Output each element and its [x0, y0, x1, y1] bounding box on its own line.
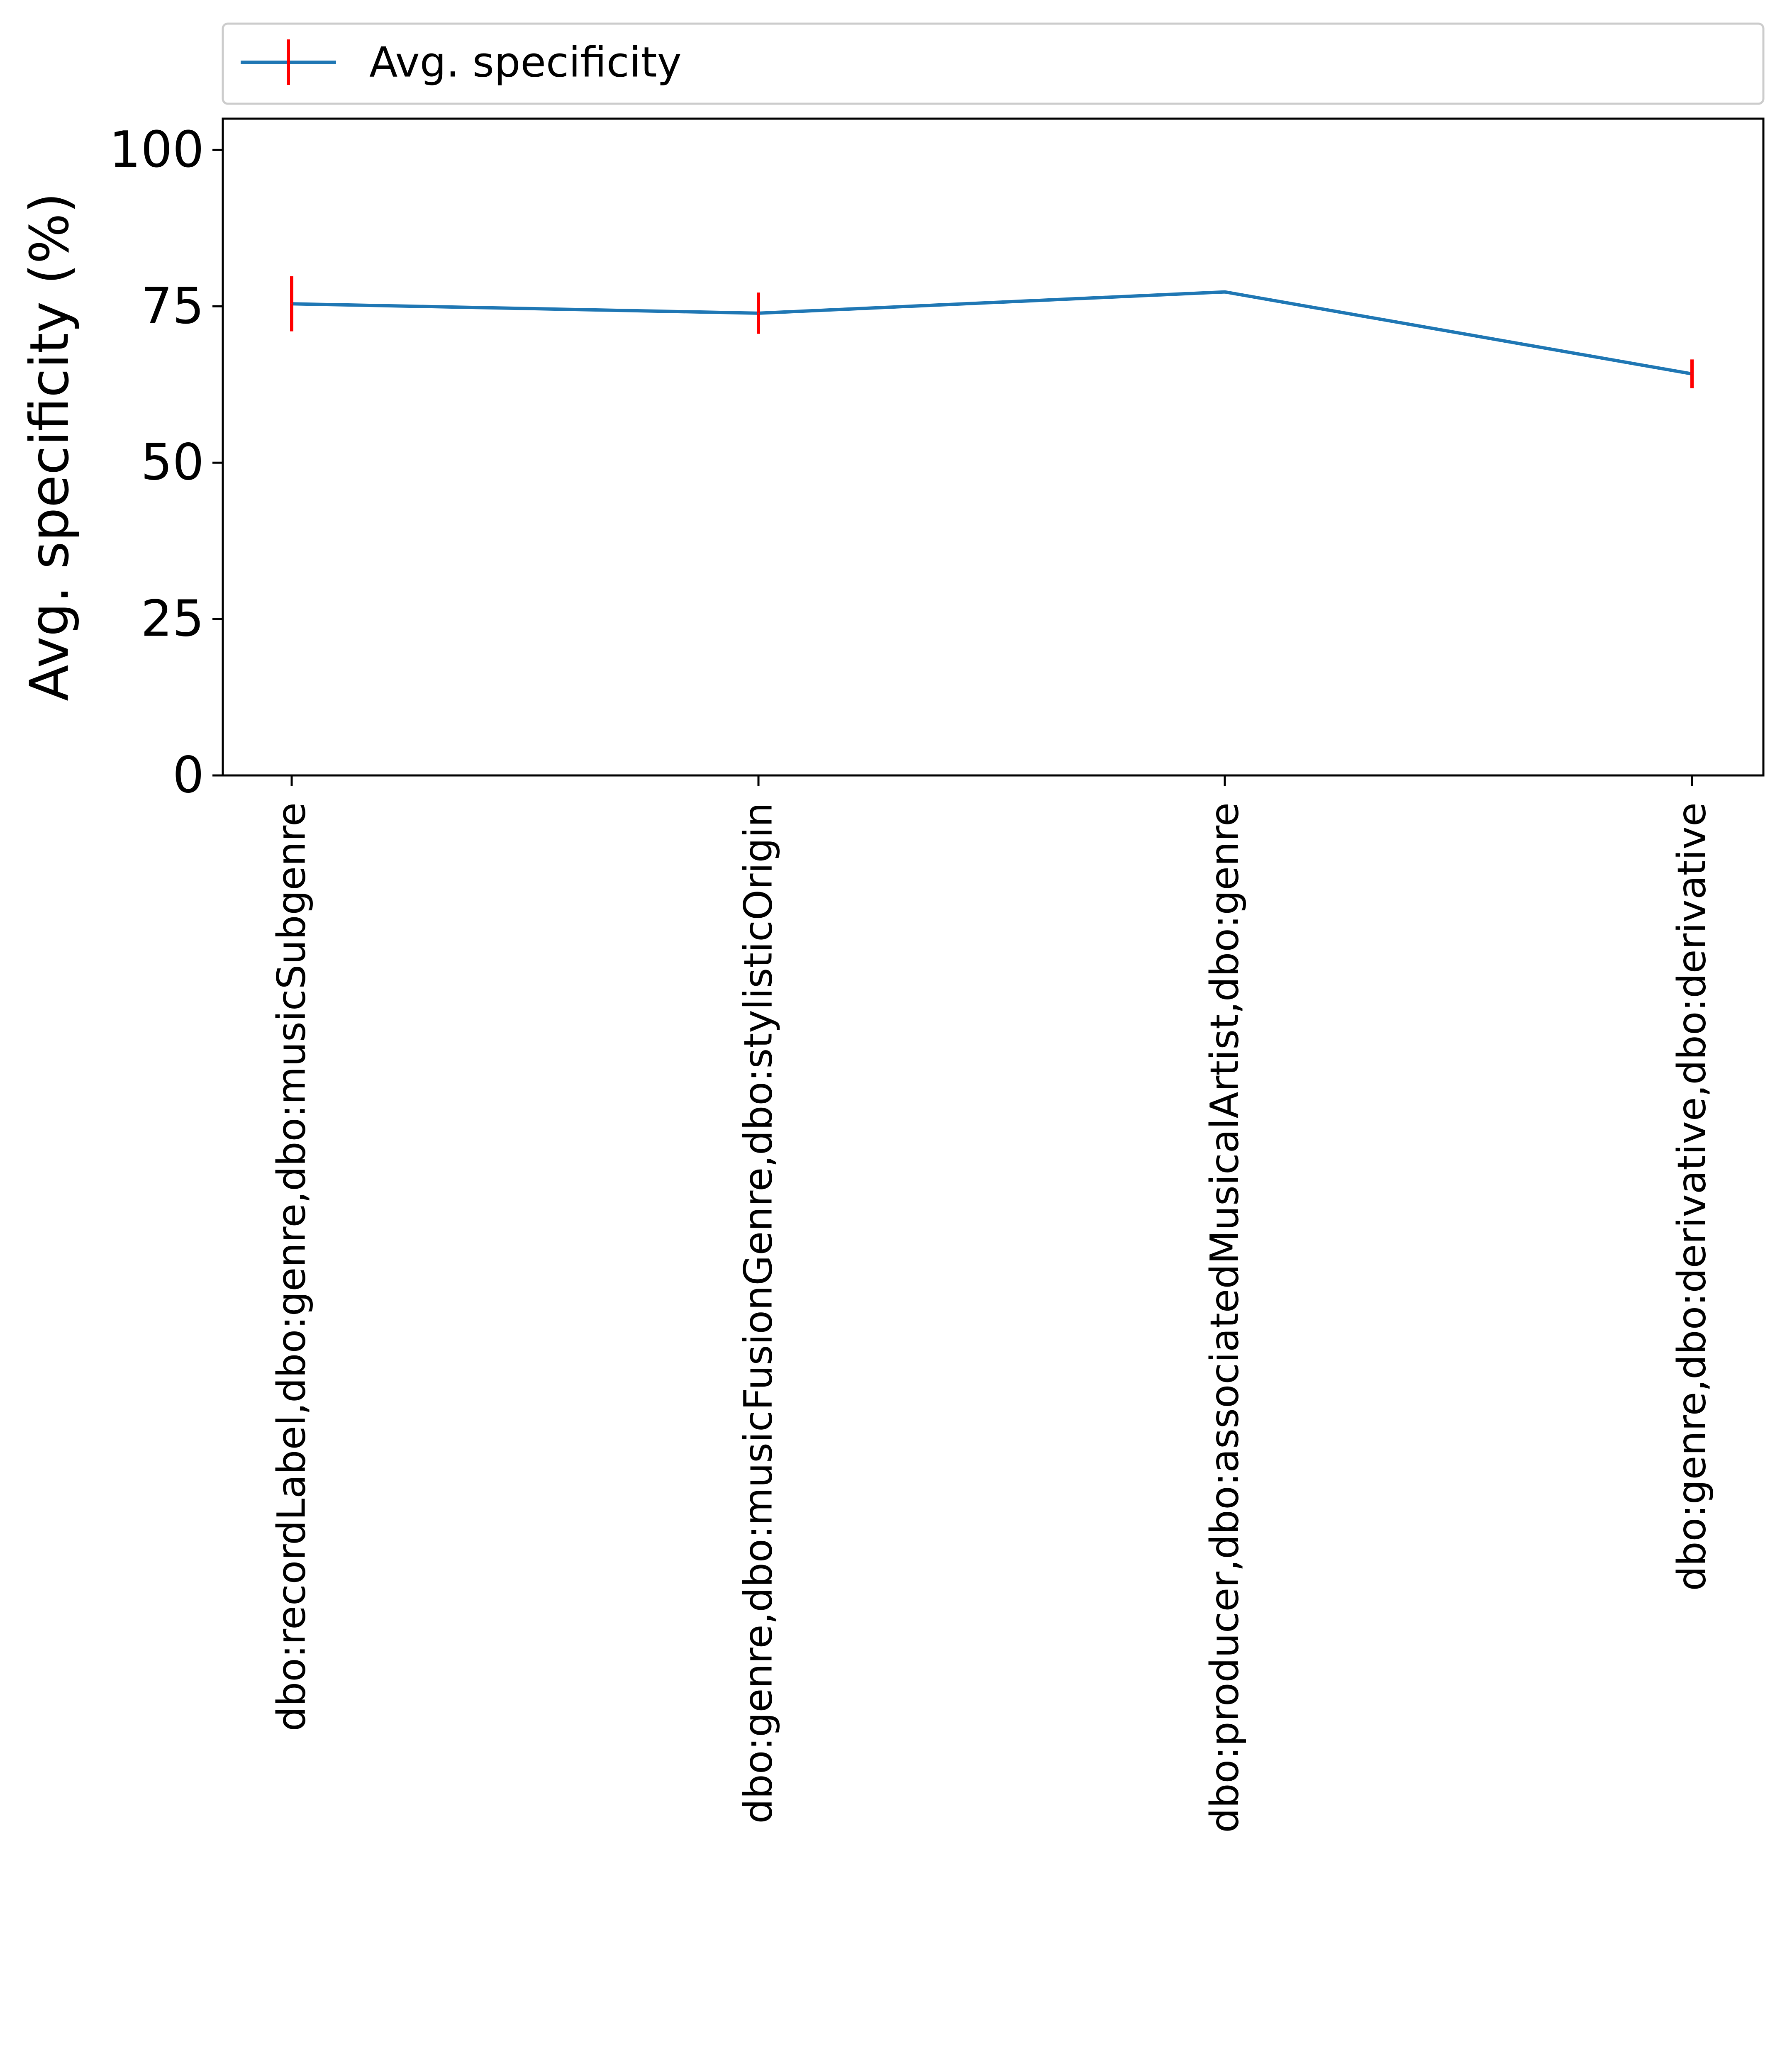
legend-box — [222, 22, 1765, 105]
y-axis: 0 25 50 75 100 — [109, 121, 223, 804]
y-axis-label: Avg. specificity (%) — [19, 193, 81, 701]
y-tick-label: 100 — [109, 121, 204, 179]
x-tick-label: dbo:genre,dbo:derivative,dbo:derivative — [1670, 802, 1715, 1591]
x-axis: dbo:recordLabel,dbo:genre,dbo:musicSubge… — [269, 775, 1715, 1833]
x-tick-label: dbo:producer,dbo:associatedMusicalArtist… — [1202, 802, 1248, 1833]
data-point — [758, 312, 759, 314]
y-tick-label: 75 — [141, 278, 204, 335]
plot-area — [222, 117, 1765, 777]
legend-label: Avg. specificity — [369, 38, 682, 87]
series-line — [291, 290, 1692, 376]
series-layer — [290, 276, 1694, 388]
x-tick-label: dbo:recordLabel,dbo:genre,dbo:musicSubge… — [269, 802, 315, 1731]
y-tick-label: 50 — [141, 434, 204, 492]
legend: Avg. specificity — [222, 22, 1765, 105]
y-tick-label: 0 — [173, 747, 204, 804]
data-point — [291, 303, 292, 305]
y-tick-label: 25 — [141, 590, 204, 648]
x-tick-label: dbo:genre,dbo:musicFusionGenre,dbo:styli… — [736, 802, 781, 1824]
